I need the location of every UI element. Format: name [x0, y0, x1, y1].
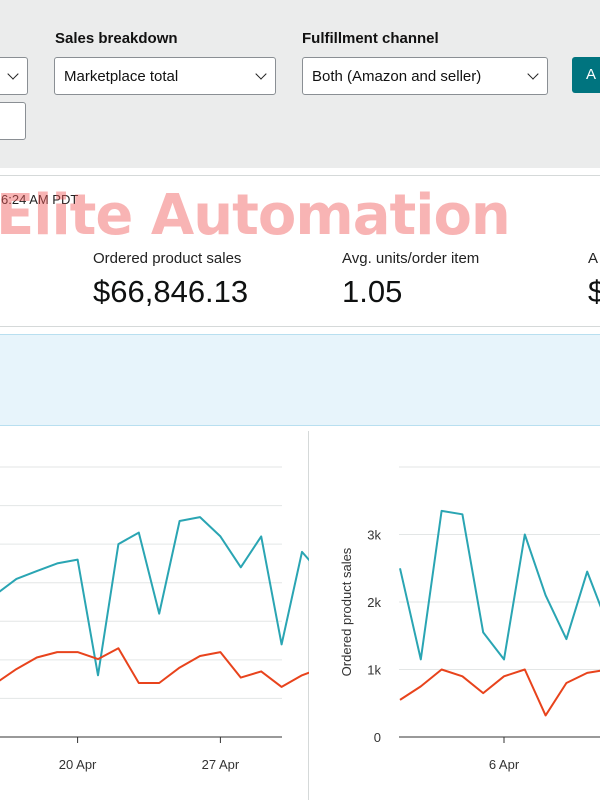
sales-breakdown-select[interactable]: Marketplace total	[54, 57, 276, 95]
chevron-down-icon	[255, 68, 267, 80]
x-tick-label: 27 Apr	[202, 757, 240, 772]
series-line-orange	[399, 668, 600, 717]
next-stat-value: $	[588, 274, 600, 309]
sales-line-chart: 0 1k 2k 3k Ordered product sales 6 Apr	[339, 466, 600, 772]
sales-breakdown-value: Marketplace total	[64, 67, 179, 85]
avg-units-label: Avg. units/order item	[342, 250, 480, 267]
series-line-teal	[399, 509, 600, 661]
y-tick-label: 3k	[367, 528, 381, 543]
filter-bar: Sales breakdown Marketplace total Fulfil…	[0, 0, 600, 168]
ordered-product-sales-label: Ordered product sales	[93, 250, 242, 267]
units-line-chart: 20 Apr 27 Apr	[0, 466, 324, 772]
y-tick-label: 0	[374, 730, 381, 745]
info-banner	[0, 334, 600, 426]
series-line-orange	[0, 647, 323, 688]
y-axis-label: Ordered product sales	[339, 547, 354, 676]
last-updated-time: 6:24 AM PDT	[1, 192, 79, 207]
apply-button[interactable]: A	[572, 57, 600, 93]
fulfillment-channel-value: Both (Amazon and seller)	[312, 67, 482, 85]
units-chart-panel: 20 Apr 27 Apr	[0, 431, 324, 800]
series-line-teal	[0, 516, 324, 677]
prev-text-field[interactable]	[0, 102, 26, 140]
y-tick-label: 2k	[367, 595, 381, 610]
watermark-logo: Elite Automation	[0, 183, 511, 248]
x-tick-label: 20 Apr	[59, 757, 97, 772]
fulfillment-channel-select[interactable]: Both (Amazon and seller)	[302, 57, 548, 95]
chevron-down-icon	[527, 68, 539, 80]
y-tick-label: 1k	[367, 663, 381, 678]
x-tick-label: 6 Apr	[489, 757, 520, 772]
sales-breakdown-label: Sales breakdown	[55, 30, 178, 47]
fulfillment-channel-label: Fulfillment channel	[302, 30, 439, 47]
sales-chart-panel: 0 1k 2k 3k Ordered product sales 6 Apr	[309, 431, 600, 800]
chevron-down-icon	[7, 68, 19, 80]
avg-units-value: 1.05	[342, 274, 403, 309]
prev-dropdown[interactable]	[0, 57, 28, 95]
ordered-product-sales-value: $66,846.13	[93, 274, 249, 309]
sales-snapshot-card: 6:24 AM PDT Ordered product sales $66,84…	[0, 175, 600, 327]
next-stat-label: A	[588, 250, 599, 267]
